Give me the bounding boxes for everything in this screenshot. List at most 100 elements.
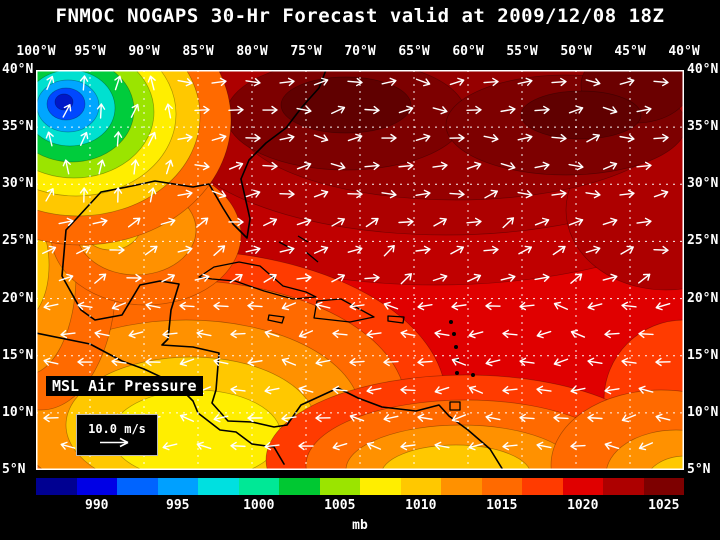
wind-arrow-icon — [366, 441, 382, 450]
lat-label-right: 30°N — [687, 176, 719, 192]
map-area: MSL Air Pressure 10.0 m/s — [36, 70, 684, 470]
colorbar-tick-label: 1010 — [405, 498, 437, 513]
wind-arrow-icon — [381, 77, 397, 86]
wind-arrow-icon — [415, 133, 431, 142]
colorbar-segment — [279, 478, 320, 495]
wind-arrow-icon — [228, 217, 244, 227]
wind-arrow-icon — [417, 302, 433, 311]
wind-arrow-icon — [502, 441, 518, 451]
wind-arrow-icon — [383, 414, 399, 423]
wind-arrow-icon — [347, 133, 363, 142]
wind-arrow-icon — [519, 357, 535, 367]
wind-arrow-icon — [281, 357, 297, 366]
colorbar-segment — [481, 478, 522, 495]
wind-arrow-icon — [94, 273, 107, 284]
lat-label-left: 25°N — [2, 233, 34, 249]
wind-arrow-icon — [485, 358, 501, 367]
lat-label-right: 5°N — [687, 462, 711, 477]
chart-title: FNMOC NOGAPS 30-Hr Forecast valid at 200… — [55, 5, 665, 27]
wind-arrow-icon — [349, 301, 365, 311]
wind-arrow-icon — [587, 357, 603, 366]
wind-arrow-icon — [296, 217, 312, 226]
lat-label-right: 25°N — [687, 233, 719, 249]
lon-label: 75°W — [290, 44, 322, 59]
wind-arrow-icon — [347, 189, 363, 199]
wind-arrow-icon — [228, 161, 244, 170]
wind-arrow-icon — [313, 245, 329, 254]
wind-arrow-icon — [264, 329, 280, 338]
wind-arrow-icon — [500, 105, 516, 114]
wind-arrow-icon — [400, 329, 416, 338]
wind-arrow-icon — [364, 161, 380, 171]
wind-arrow-icon — [79, 75, 89, 91]
wind-arrow-icon — [485, 301, 501, 311]
lon-label: 70°W — [344, 44, 376, 59]
lon-label: 55°W — [506, 44, 538, 59]
wind-arrow-icon — [417, 413, 433, 423]
wind-arrow-icon — [586, 133, 600, 143]
wind-arrow-icon — [264, 386, 280, 395]
wind-arrow-icon — [127, 217, 141, 228]
wind-arrow-icon — [245, 133, 261, 143]
wind-arrow-icon — [213, 245, 226, 257]
wind-arrow-icon — [536, 441, 552, 450]
wind-arrow-icon — [145, 357, 161, 367]
wind-arrow-icon — [500, 162, 516, 171]
wind-arrow-icon — [485, 413, 501, 422]
wind-arrow-icon — [398, 217, 414, 227]
wind-arrow-icon — [46, 75, 55, 91]
wind-arrow-icon — [313, 189, 329, 198]
wind-arrow-icon — [281, 302, 297, 311]
lat-label-left: 20°N — [2, 290, 34, 306]
wind-arrow-icon — [165, 159, 174, 175]
wind-arrow-icon — [247, 301, 263, 311]
lon-label: 90°W — [128, 44, 160, 59]
wind-arrow-icon — [330, 162, 346, 171]
colorbar-segment — [522, 478, 563, 495]
wind-arrow-icon — [79, 131, 89, 146]
wind-arrow-icon — [245, 189, 261, 198]
wind-arrow-icon — [58, 273, 74, 282]
wind-arrow-icon — [296, 273, 312, 283]
wind-arrow-icon — [58, 217, 74, 226]
wind-arrow-icon — [398, 161, 414, 171]
wind-arrow-icon — [313, 134, 329, 143]
wind-arrow-icon — [655, 302, 671, 311]
wind-arrow-icon — [96, 103, 106, 119]
wind-arrow-icon — [467, 273, 482, 283]
wind-arrow-icon — [534, 273, 550, 282]
wind-arrow-icon — [60, 441, 76, 450]
colorbar-segment — [562, 478, 603, 495]
wind-arrow-icon — [638, 329, 654, 339]
colorbar-segment — [76, 478, 117, 495]
lon-label: 80°W — [236, 44, 268, 59]
colorbar — [36, 478, 684, 495]
wind-arrow-icon — [92, 217, 108, 226]
wind-arrow-icon — [364, 273, 380, 283]
wind-arrow-icon — [164, 103, 173, 119]
wind-arrow-icon — [552, 245, 566, 256]
wind-arrow-icon — [229, 273, 243, 284]
colorbar-tick-label: 995 — [166, 498, 190, 513]
wind-arrow-icon — [415, 245, 431, 255]
wind-arrow-icon — [534, 217, 550, 226]
wind-arrow-icon — [433, 217, 447, 227]
wind-arrow-icon — [43, 357, 59, 366]
wind-arrow-icon — [213, 414, 229, 423]
wind-arrow-icon — [621, 357, 637, 367]
wind-arrow-icon — [602, 273, 618, 282]
wind-arrow-icon — [279, 77, 295, 87]
lat-label-left: 10°N — [2, 404, 34, 420]
wind-scale-value: 10.0 m/s — [88, 422, 146, 436]
wind-arrow-icon — [296, 161, 312, 170]
wind-arrow-icon — [364, 105, 380, 115]
wind-arrow-icon — [655, 413, 671, 422]
wind-arrow-icon — [43, 302, 59, 311]
wind-arrow-icon — [619, 77, 635, 86]
colorbar-unit: mb — [352, 518, 368, 533]
colorbar-segment — [238, 478, 279, 495]
wind-arrow-icon — [636, 217, 652, 227]
wind-arrow-icon — [449, 189, 465, 199]
wind-arrow-icon — [432, 273, 448, 282]
